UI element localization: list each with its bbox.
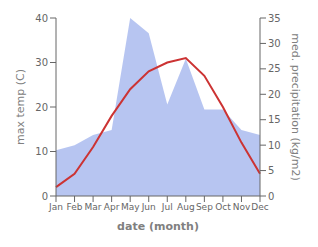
svg-text:15: 15 [268, 114, 281, 125]
svg-text:med. precipitation (kg/m2): med. precipitation (kg/m2) [289, 33, 302, 181]
svg-text:30: 30 [268, 38, 281, 49]
svg-text:Dec: Dec [251, 202, 268, 212]
svg-text:Oct: Oct [215, 202, 231, 212]
svg-text:10: 10 [268, 140, 281, 151]
svg-text:date (month): date (month) [117, 220, 199, 233]
svg-text:30: 30 [35, 57, 48, 68]
svg-text:Feb: Feb [67, 202, 83, 212]
svg-text:35: 35 [268, 13, 281, 24]
svg-text:25: 25 [268, 63, 281, 74]
svg-text:Jan: Jan [48, 202, 63, 212]
svg-text:10: 10 [35, 146, 48, 157]
svg-text:Jun: Jun [141, 202, 156, 212]
svg-text:5: 5 [268, 165, 274, 176]
svg-text:Nov: Nov [233, 202, 251, 212]
svg-text:May: May [121, 202, 140, 212]
svg-text:max temp (C): max temp (C) [14, 69, 27, 145]
svg-text:Mar: Mar [85, 202, 102, 212]
svg-text:20: 20 [35, 102, 48, 113]
svg-text:Jul: Jul [161, 202, 173, 212]
svg-text:Sep: Sep [196, 202, 213, 212]
svg-text:Aug: Aug [177, 202, 195, 212]
svg-text:Apr: Apr [104, 202, 120, 212]
svg-text:20: 20 [268, 89, 281, 100]
svg-text:40: 40 [35, 13, 48, 24]
svg-text:0: 0 [42, 191, 48, 202]
svg-text:0: 0 [268, 191, 274, 202]
